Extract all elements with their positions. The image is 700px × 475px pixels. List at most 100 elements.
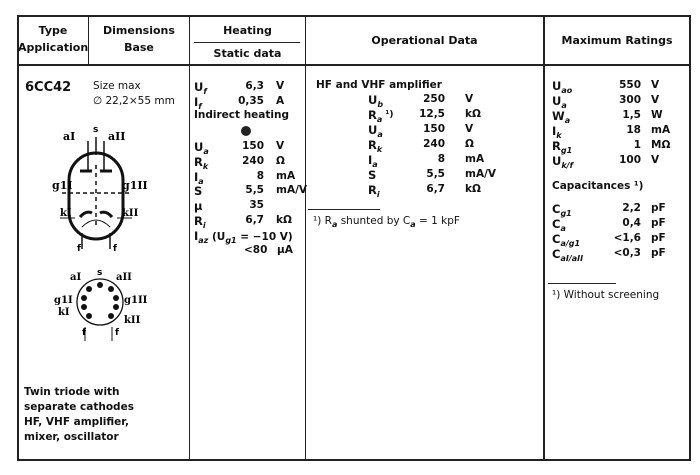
param-unit: pF [651, 217, 666, 229]
fn-mid: shunted by C [337, 215, 411, 227]
base-circle [76, 278, 124, 326]
param-symbol: Ca [552, 217, 566, 233]
operational-title: HF and VHF amplifier [316, 79, 442, 91]
param-unit: kΩ [465, 108, 481, 120]
col-divider-3 [305, 15, 306, 461]
label-f1: f [77, 244, 81, 254]
data-row: Ia 8 mA [368, 153, 568, 169]
data-row: Ri 6,7 kΩ [194, 214, 394, 230]
param-value: 1,5 [622, 109, 641, 121]
param-value: <1,6 [613, 232, 641, 244]
param-value: 150 [242, 140, 264, 152]
header-type: Type Application [18, 24, 88, 54]
label-g1I: g1I [54, 295, 73, 306]
param-symbol: μ [194, 199, 203, 214]
param-symbol: Ra ¹) [368, 108, 394, 124]
operational-footnote: ¹) Ra shunted by Ca = 1 kpF [313, 215, 460, 229]
data-row: CaI/aII <0,3 pF [552, 247, 700, 263]
header-max-ratings: Maximum Ratings [561, 34, 673, 47]
header-type-label: Type [38, 24, 68, 37]
param-symbol: Ik [552, 124, 562, 140]
data-row: Ua 150 V [368, 123, 568, 139]
data-row: μ 35 [194, 199, 394, 214]
param-value: <0,3 [613, 247, 641, 259]
label-aII: aII [108, 130, 125, 143]
col-divider-4 [543, 15, 545, 461]
base-pins [81, 282, 119, 319]
param-symbol: S [194, 184, 203, 199]
param-unit: Ω [465, 138, 474, 150]
header-dimensions: Dimensions Base [89, 24, 189, 54]
size-value: ∅ 22,2×55 mm [93, 95, 175, 107]
max-footnote: ¹) Without screening [552, 289, 660, 301]
table-border-right [689, 15, 691, 461]
param-value: 550 [619, 79, 641, 91]
param-value: 2,2 [622, 202, 641, 214]
iaz-value: <80 [244, 244, 268, 256]
col-divider-2 [189, 15, 190, 461]
col-divider-1 [88, 15, 89, 65]
param-value: 240 [242, 154, 264, 167]
iaz-condition: Iaz (Ug1 = −10 V) [194, 229, 293, 245]
param-value: 18 [626, 124, 641, 136]
header-application-label: Application [18, 41, 89, 54]
data-row: Ua 300 V [552, 94, 700, 110]
footnote-rule [548, 283, 616, 284]
label-s: s [97, 268, 102, 278]
table-border-bottom [17, 459, 691, 461]
label-f2: f [113, 244, 117, 254]
data-row: Cg1 2,2 pF [552, 202, 700, 218]
param-unit: mA [465, 153, 485, 165]
label-kII: kII [124, 315, 141, 326]
data-row: Ub 250 V [368, 93, 568, 109]
param-unit: pF [651, 232, 666, 244]
data-row: S 5,5 mA/V [368, 168, 568, 183]
data-row: Uf 6,3 V [194, 80, 394, 96]
heating-divider [194, 42, 300, 43]
param-value: 6,7 [245, 214, 264, 226]
data-row: Uao 550 V [552, 79, 700, 95]
fn-post: = 1 kpF [415, 215, 460, 227]
label-g1II: g1II [122, 179, 148, 192]
param-unit: kΩ [465, 183, 481, 195]
param-symbol: Ua [552, 94, 567, 110]
data-row: Ra ¹) 12,5 kΩ [368, 108, 568, 124]
param-symbol: Ua [368, 123, 383, 139]
iaz-sub: az [198, 236, 209, 245]
footnote-rule [308, 209, 380, 210]
param-unit: mA [651, 124, 671, 136]
param-unit: kΩ [276, 214, 292, 226]
label-f1: f [82, 328, 86, 338]
param-symbol: Ri [368, 183, 380, 199]
data-row: Rg1 1 MΩ [552, 139, 700, 155]
param-value: 0,35 [238, 94, 264, 107]
param-unit: V [465, 93, 474, 105]
param-unit: mA/V [465, 168, 497, 180]
data-row: Ca 0,4 pF [552, 217, 700, 233]
description: Twin triode with separate cathodes HF, V… [24, 385, 134, 445]
param-unit: pF [651, 247, 666, 259]
iaz-unit: μA [277, 244, 293, 256]
data-row: Rk 240 Ω [368, 138, 568, 154]
param-unit: V [276, 140, 285, 152]
header-divider [17, 64, 691, 66]
label-kI: kI [60, 208, 72, 219]
header-operational: Operational Data [371, 34, 478, 47]
param-value: 6,7 [426, 183, 445, 195]
param-value: 5,5 [426, 168, 445, 180]
iaz-symbol: I [194, 229, 199, 243]
iaz-cond-end: = −10 V) [236, 231, 293, 243]
param-symbol: Uf [194, 80, 207, 96]
param-value: 250 [423, 93, 445, 105]
param-unit: V [651, 154, 660, 166]
param-unit: V [465, 123, 474, 135]
param-symbol: Ia [368, 153, 378, 169]
param-symbol: Rg1 [552, 139, 573, 155]
param-unit: A [276, 94, 285, 107]
label-kI: kI [58, 307, 70, 318]
param-unit: V [651, 94, 660, 106]
param-value: 35 [249, 199, 264, 212]
iaz-cond-sub: g1 [225, 236, 237, 245]
header-heating: Heating [223, 24, 272, 37]
size-label: Size max [93, 80, 141, 92]
